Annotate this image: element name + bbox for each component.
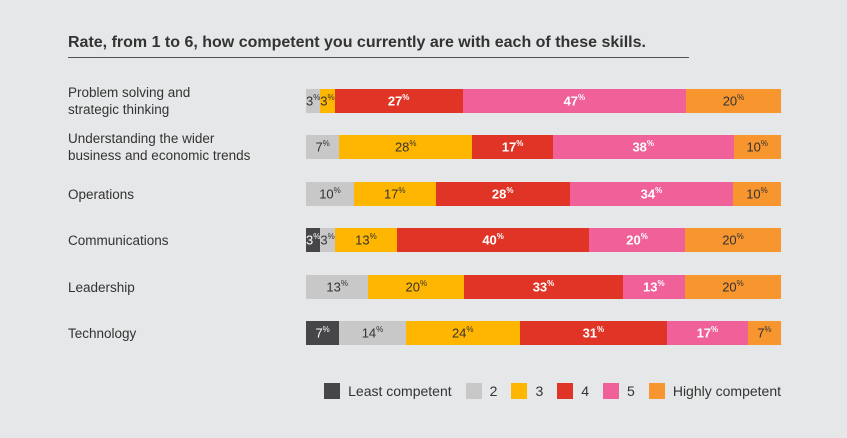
data-label: 40% bbox=[482, 232, 504, 248]
bar-segment: 40% bbox=[397, 228, 590, 252]
data-label: 33% bbox=[532, 279, 555, 295]
data-label: 28% bbox=[394, 139, 417, 155]
data-label: 7% bbox=[315, 325, 330, 341]
bar-segment: 3% bbox=[306, 89, 320, 113]
data-label: 10% bbox=[746, 139, 769, 155]
data-label: 3% bbox=[306, 232, 321, 248]
data-label: 3% bbox=[320, 232, 335, 248]
bar-segment: 10% bbox=[733, 135, 781, 159]
category-label: Technology bbox=[68, 325, 137, 341]
data-label: 13% bbox=[326, 279, 348, 295]
bar-segment: 7% bbox=[306, 135, 340, 159]
bar-segment: 14% bbox=[339, 321, 406, 345]
bar-segment: 20% bbox=[368, 275, 465, 299]
bar-segment: 20% bbox=[685, 275, 781, 299]
legend-label: 5 bbox=[627, 383, 635, 399]
data-label: 34% bbox=[640, 186, 663, 202]
data-label: 13% bbox=[643, 279, 665, 295]
bar-segment: 20% bbox=[686, 89, 781, 113]
bar-segment: 20% bbox=[685, 228, 781, 252]
legend-swatch bbox=[648, 383, 665, 399]
category-label: Understanding the wider business and econ… bbox=[68, 131, 251, 163]
data-label: 17% bbox=[501, 139, 524, 155]
legend-item: Least competent bbox=[324, 383, 452, 399]
data-label: 7% bbox=[315, 139, 330, 155]
legend-swatch bbox=[511, 383, 528, 399]
legend: Least competent 2 3 4 5 Highly competent bbox=[310, 383, 781, 399]
legend-swatch bbox=[603, 383, 620, 399]
bar-segment: 7% bbox=[747, 321, 781, 345]
bar-segment: 7% bbox=[306, 321, 340, 345]
data-label: 14% bbox=[361, 325, 384, 341]
data-label: 7% bbox=[757, 325, 772, 341]
category-label: Leadership bbox=[68, 279, 135, 295]
data-label: 10% bbox=[319, 186, 341, 202]
bar-segment: 28% bbox=[339, 135, 473, 159]
data-label: 20% bbox=[722, 279, 744, 295]
data-label: 24% bbox=[451, 325, 474, 341]
category-label: Operations bbox=[68, 186, 135, 202]
bar-segment: 3% bbox=[306, 228, 321, 252]
category-label: Problem solving and strategic thinking bbox=[68, 85, 191, 117]
legend-label: Highly competent bbox=[672, 383, 781, 399]
legend-item: Highly competent bbox=[648, 383, 781, 399]
data-label: 17% bbox=[696, 325, 719, 341]
legend-swatch bbox=[324, 383, 341, 399]
data-label: 10% bbox=[746, 186, 768, 202]
legend-label: 3 bbox=[535, 383, 544, 399]
bar-segment: 3% bbox=[320, 228, 335, 252]
legend-label: Least competent bbox=[348, 383, 452, 399]
bar-segment: 10% bbox=[733, 182, 781, 206]
legend-item: 3 bbox=[511, 383, 543, 399]
bar-segment: 13% bbox=[306, 275, 369, 299]
data-label: 20% bbox=[405, 279, 428, 295]
bar-segment: 17% bbox=[472, 135, 553, 159]
bar-segment: 28% bbox=[435, 182, 570, 206]
data-label: 17% bbox=[383, 186, 406, 202]
legend-item: 5 bbox=[603, 383, 635, 399]
bar-segment: 17% bbox=[353, 182, 436, 206]
bar-segment: 34% bbox=[569, 182, 733, 206]
data-label: 27% bbox=[387, 93, 410, 109]
data-label: 3% bbox=[305, 93, 321, 109]
data-label: 28% bbox=[491, 186, 514, 202]
bar-segment: 13% bbox=[334, 228, 398, 252]
bar-segment: 13% bbox=[622, 275, 686, 299]
legend-swatch bbox=[465, 383, 482, 399]
data-label: 3% bbox=[320, 93, 335, 109]
bar-segment: 31% bbox=[519, 321, 667, 345]
legend-item: 2 bbox=[465, 383, 498, 399]
bar-segment: 10% bbox=[306, 182, 354, 206]
bar-segment: 20% bbox=[589, 228, 686, 252]
data-label: 13% bbox=[355, 232, 377, 248]
legend-swatch bbox=[557, 383, 574, 399]
bar-segment: 17% bbox=[667, 321, 748, 345]
bar-segment: 38% bbox=[553, 135, 734, 159]
data-label: 47% bbox=[563, 93, 586, 109]
legend-label: 4 bbox=[581, 383, 590, 399]
data-label: 20% bbox=[722, 232, 744, 248]
data-label: 20% bbox=[626, 232, 648, 248]
legend-label: 2 bbox=[489, 383, 498, 399]
bar-segment: 24% bbox=[405, 321, 520, 345]
bar-segment: 3% bbox=[320, 89, 335, 113]
title-underline bbox=[68, 57, 689, 58]
legend-item: 4 bbox=[557, 383, 589, 399]
category-label: Communications bbox=[68, 232, 169, 248]
data-label: 20% bbox=[722, 93, 745, 109]
chart-title: Rate, from 1 to 6, how competent you cur… bbox=[68, 34, 646, 51]
bar-segment: 47% bbox=[462, 89, 686, 113]
data-label: 38% bbox=[632, 139, 655, 155]
bar-segment: 33% bbox=[464, 275, 623, 299]
bar-segment: 27% bbox=[334, 89, 463, 113]
data-label: 31% bbox=[582, 325, 605, 341]
